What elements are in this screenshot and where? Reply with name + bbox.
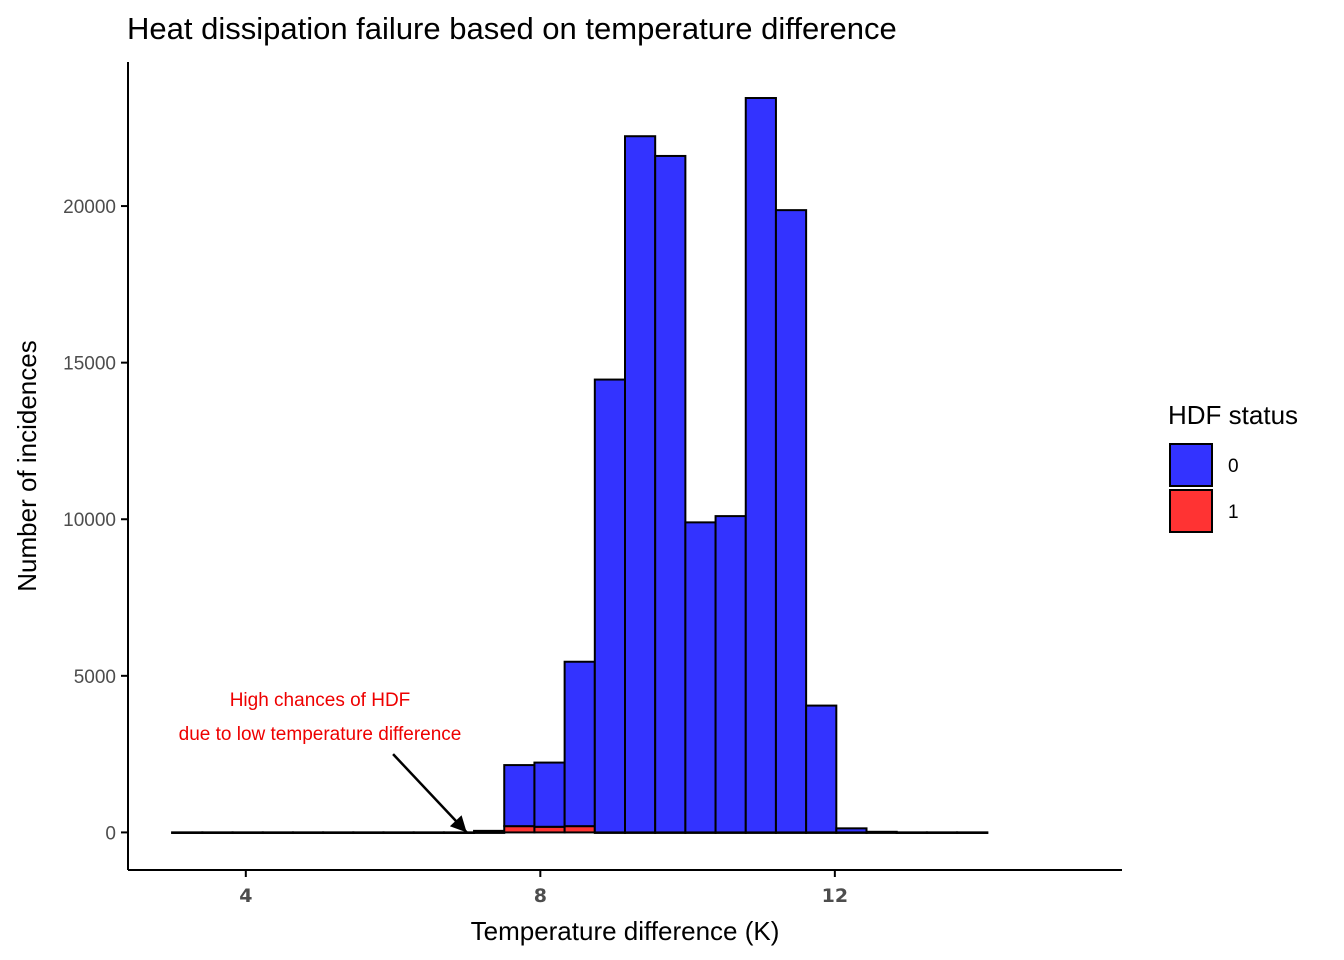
annotation-text-line-1: due to low temperature difference [179, 724, 462, 745]
bar-hdf-0-bin-5 [322, 831, 355, 834]
bar-hdf-0-bin-4 [291, 831, 325, 834]
x-tick-label: 4 [239, 885, 252, 907]
y-tick-label: 15000 [63, 354, 116, 375]
x-axis: 4 8 12 [128, 869, 1122, 907]
bar-hdf-0-bin-26 [956, 831, 989, 834]
x-axis-label: Temperature difference (K) [471, 916, 780, 946]
y-tick-label: 10000 [63, 510, 116, 531]
bar-hdf-0-bin-7 [382, 831, 415, 834]
y-tick-label: 0 [105, 823, 116, 844]
legend-label-0: 0 [1228, 456, 1239, 477]
bar-hdf-0-bin-0 [171, 831, 204, 834]
bar-hdf-0-bin-2 [231, 831, 264, 834]
annotation: High chances of HDF due to low temperatur… [179, 690, 468, 834]
bar-hdf-0-bin-9 [442, 831, 476, 834]
bar-hdf-0-bin-11 [503, 764, 536, 828]
bar-hdf-0-bin-13 [563, 660, 596, 828]
bar-hdf-0-bin-1 [201, 831, 234, 834]
y-axis: 0 5000 10000 15000 20000 [63, 62, 129, 870]
y-tick-label: 5000 [74, 667, 116, 688]
annotation-text-line-0: High chances of HDF [230, 690, 411, 711]
bar-hdf-0-bin-23 [865, 830, 898, 834]
bar-hdf-0-bin-6 [352, 831, 385, 834]
y-tick-label: 20000 [63, 197, 116, 218]
x-tick-label: 12 [822, 885, 848, 907]
bar-hdf-0-bin-16 [654, 154, 687, 834]
chart-title: Heat dissipation failure based on temper… [127, 11, 897, 46]
plot-area [171, 97, 989, 834]
bar-hdf-0-bin-18 [714, 515, 747, 834]
bar-hdf-0-bin-12 [533, 761, 566, 828]
bar-hdf-0-bin-25 [925, 831, 959, 834]
legend-label-1: 1 [1228, 502, 1239, 523]
bar-hdf-0-bin-21 [805, 704, 838, 834]
annotation-arrow-line [392, 753, 468, 834]
legend-title: HDF status [1168, 400, 1298, 430]
legend: HDF status 0 1 [1168, 400, 1298, 533]
bar-hdf-0-bin-3 [261, 831, 294, 834]
bar-hdf-0-bin-17 [684, 521, 717, 834]
bar-hdf-0-bin-8 [412, 831, 445, 834]
legend-key-1 [1169, 489, 1213, 533]
annotation-arrow-head [449, 815, 467, 833]
y-axis-label: Number of incidences [12, 340, 42, 591]
bar-hdf-0-bin-19 [744, 97, 777, 834]
legend-key-0 [1169, 443, 1213, 487]
bar-hdf-0-bin-22 [835, 827, 868, 834]
bar-hdf-0-bin-24 [895, 831, 928, 834]
bar-hdf-0-bin-20 [774, 209, 808, 834]
bar-hdf-0-bin-10 [473, 829, 506, 834]
x-tick-label: 8 [534, 885, 547, 907]
bar-hdf-0-bin-14 [593, 378, 626, 834]
bar-hdf-0-bin-15 [624, 135, 657, 834]
